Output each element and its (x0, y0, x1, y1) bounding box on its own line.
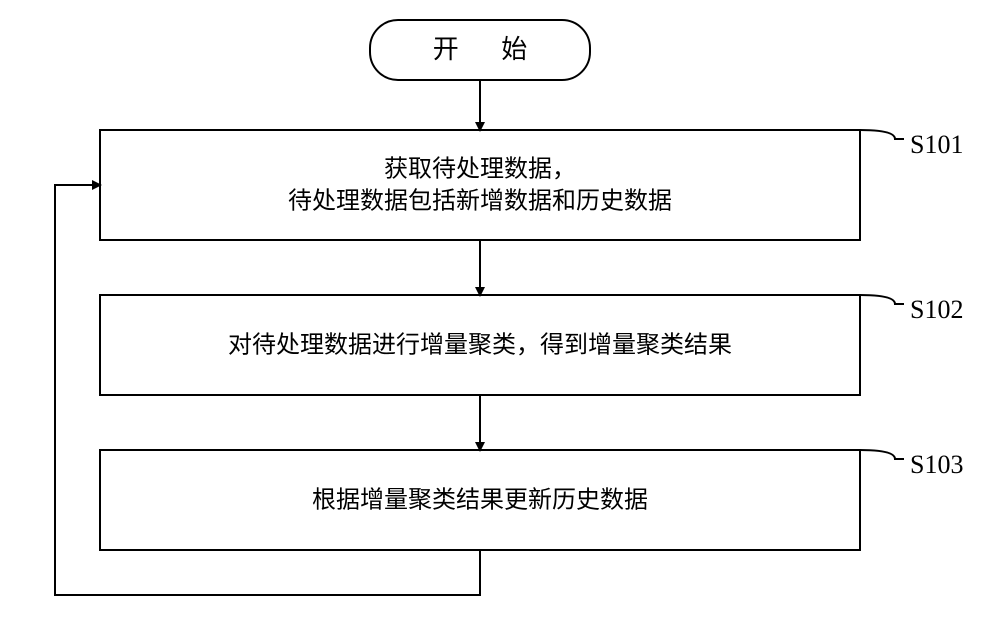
step-text-S101-line0: 获取待处理数据， (384, 156, 576, 183)
flowchart-canvas: 开 始获取待处理数据， 待处理数据包括新增数据和历史数据 S101 对待处理数据进行增… (0, 0, 1000, 625)
callout-S102 (860, 295, 904, 304)
start-label: 开 始 (433, 35, 546, 64)
feedback-arrow (55, 185, 480, 595)
callout-S101 (860, 130, 904, 139)
step-text-S102: 对待处理数据进行增量聚类，得到增量聚类结果 (228, 332, 732, 359)
step-id-label-S103: S103 (910, 450, 963, 479)
step-id-label-S102: S102 (910, 295, 963, 324)
step-box-S101 (100, 130, 860, 240)
step-text-S103: 根据增量聚类结果更新历史数据 (312, 487, 648, 514)
step-text-S101-line1: 待处理数据包括新增数据和历史数据 (288, 188, 672, 215)
callout-S103 (860, 450, 904, 459)
step-id-label-S101: S101 (910, 130, 963, 159)
